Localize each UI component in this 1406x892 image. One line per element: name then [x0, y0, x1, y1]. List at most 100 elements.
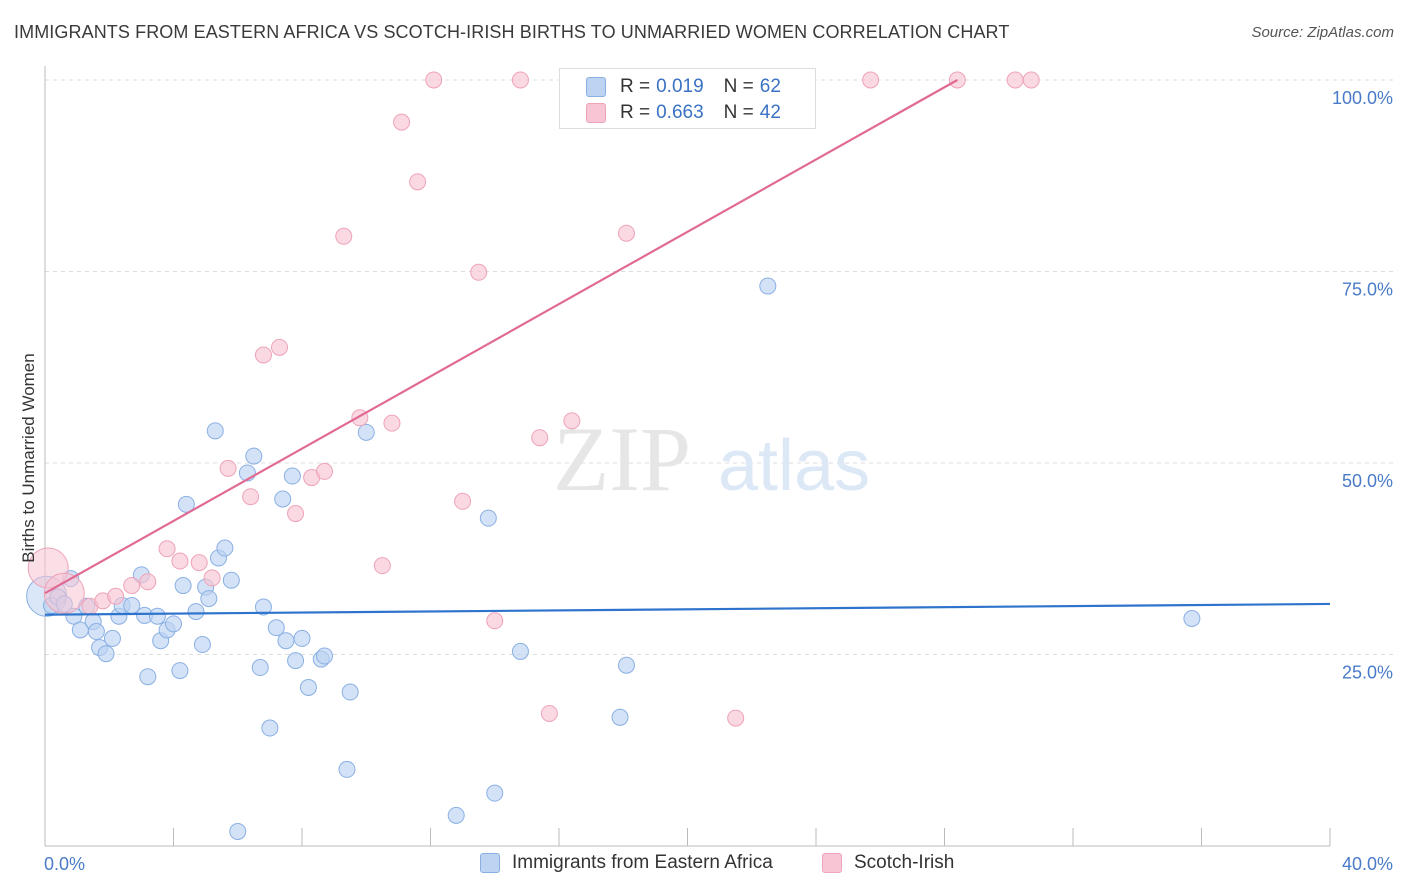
y-axis-title: Births to Unmarried Women [19, 353, 38, 562]
data-point-blue [261, 719, 279, 737]
data-point-pink [107, 587, 125, 605]
data-point-blue [87, 623, 105, 641]
data-point-pink [242, 488, 260, 506]
data-point-pink [531, 429, 549, 447]
data-point-pink [190, 554, 208, 572]
data-point-pink [393, 113, 411, 131]
bottom-legend-label: Immigrants from Eastern Africa [512, 852, 773, 873]
legend-n-label: N = [723, 102, 754, 123]
bottom-legend-label: Scotch-Irish [854, 852, 955, 873]
data-point-blue [611, 708, 629, 726]
data-point-pink [43, 572, 85, 614]
data-point-blue [447, 806, 465, 824]
watermark: ZIP atlas [553, 408, 870, 510]
data-point-blue [315, 647, 333, 665]
data-point-blue [338, 760, 356, 778]
data-point-blue [299, 678, 317, 696]
data-point-blue [479, 509, 497, 527]
legend-r-label: R = [620, 102, 651, 123]
data-point-pink [383, 414, 401, 432]
watermark-atlas: atlas [718, 426, 870, 506]
data-point-blue [97, 645, 115, 663]
bottom-legend-swatch-pink [822, 853, 842, 873]
data-point-pink [511, 71, 529, 89]
data-point-pink [486, 612, 504, 630]
data-point-pink [409, 173, 427, 191]
bottom-legend-series2: Scotch-Irish [822, 852, 954, 874]
data-point-pink [1022, 71, 1040, 89]
data-point-blue [174, 577, 192, 595]
legend-r-value: 0.663 [656, 102, 704, 123]
axes [44, 66, 1331, 847]
data-point-pink [470, 263, 488, 281]
source-credit: Source: ZipAtlas.com [1251, 24, 1394, 41]
data-point-pink [454, 492, 472, 510]
data-point-blue [1183, 609, 1201, 627]
data-point-pink [139, 573, 157, 591]
data-point-blue [187, 603, 205, 621]
data-point-pink [727, 709, 745, 727]
data-point-pink [1006, 71, 1024, 89]
trend-lines [44, 79, 1331, 616]
y-tick-label: 75.0% [1342, 280, 1393, 300]
data-point-blue [283, 467, 301, 485]
data-point-pink [123, 577, 141, 595]
legend-r-label: R = [620, 76, 651, 97]
legend-n-label: N = [723, 76, 754, 97]
data-point-pink [617, 224, 635, 242]
trend-line-blue [44, 602, 1331, 616]
y-tick-label: 50.0% [1342, 471, 1393, 491]
data-point-blue [171, 662, 189, 680]
data-point-blue [357, 423, 375, 441]
data-point-blue [287, 652, 305, 670]
y-tick-label: 25.0% [1342, 663, 1393, 683]
data-point-pink [862, 71, 880, 89]
legend: R = 0.019 N = 62 R = 0.663 N = 42 [559, 68, 816, 129]
data-point-blue [251, 659, 269, 677]
legend-row-pink: R = 0.663 N = 42 [586, 101, 801, 125]
data-point-blue [293, 629, 311, 647]
data-point-blue [229, 822, 247, 840]
data-point-blue [254, 598, 272, 616]
gridlines [45, 79, 1395, 655]
tick-labels: 25.0% 50.0% 75.0% 100.0% 0.0% 40.0% [44, 88, 1393, 874]
data-point-pink [373, 557, 391, 575]
x-tick-label: 0.0% [44, 854, 85, 874]
data-point-blue [341, 683, 359, 701]
data-point-pink [171, 552, 189, 570]
data-point-blue [148, 607, 166, 625]
legend-row-blue: R = 0.019 N = 62 [586, 75, 801, 99]
data-point-blue [200, 590, 218, 608]
data-point-blue [617, 656, 635, 674]
data-point-blue [139, 668, 157, 686]
data-point-blue [245, 447, 263, 465]
data-point-pink [563, 412, 581, 430]
data-point-blue [216, 539, 234, 557]
data-point-blue [759, 277, 777, 295]
data-point-blue [277, 632, 295, 650]
data-point-blue [274, 490, 292, 508]
data-point-pink [315, 462, 333, 480]
legend-swatch-pink [586, 103, 606, 123]
data-point-pink [219, 459, 237, 477]
legend-n-value: 42 [759, 102, 781, 123]
data-point-blue [177, 495, 195, 513]
data-point-pink [271, 338, 289, 356]
data-point-pink [158, 540, 176, 558]
data-point-blue [511, 642, 529, 660]
legend-n-value: 62 [759, 76, 781, 97]
data-point-blue [486, 784, 504, 802]
data-point-blue [103, 629, 121, 647]
data-point-blue [222, 571, 240, 589]
y-tick-label: 100.0% [1332, 88, 1393, 108]
data-point-pink [425, 71, 443, 89]
data-point-pink [203, 569, 221, 587]
bottom-legend-series1: Immigrants from Eastern Africa [480, 852, 773, 874]
data-point-blue [165, 615, 182, 633]
data-point-blue [193, 636, 211, 654]
data-point-pink [287, 505, 305, 523]
legend-r-value: 0.019 [656, 76, 704, 97]
x-tick-label: 40.0% [1342, 854, 1393, 874]
data-point-blue [206, 422, 224, 440]
